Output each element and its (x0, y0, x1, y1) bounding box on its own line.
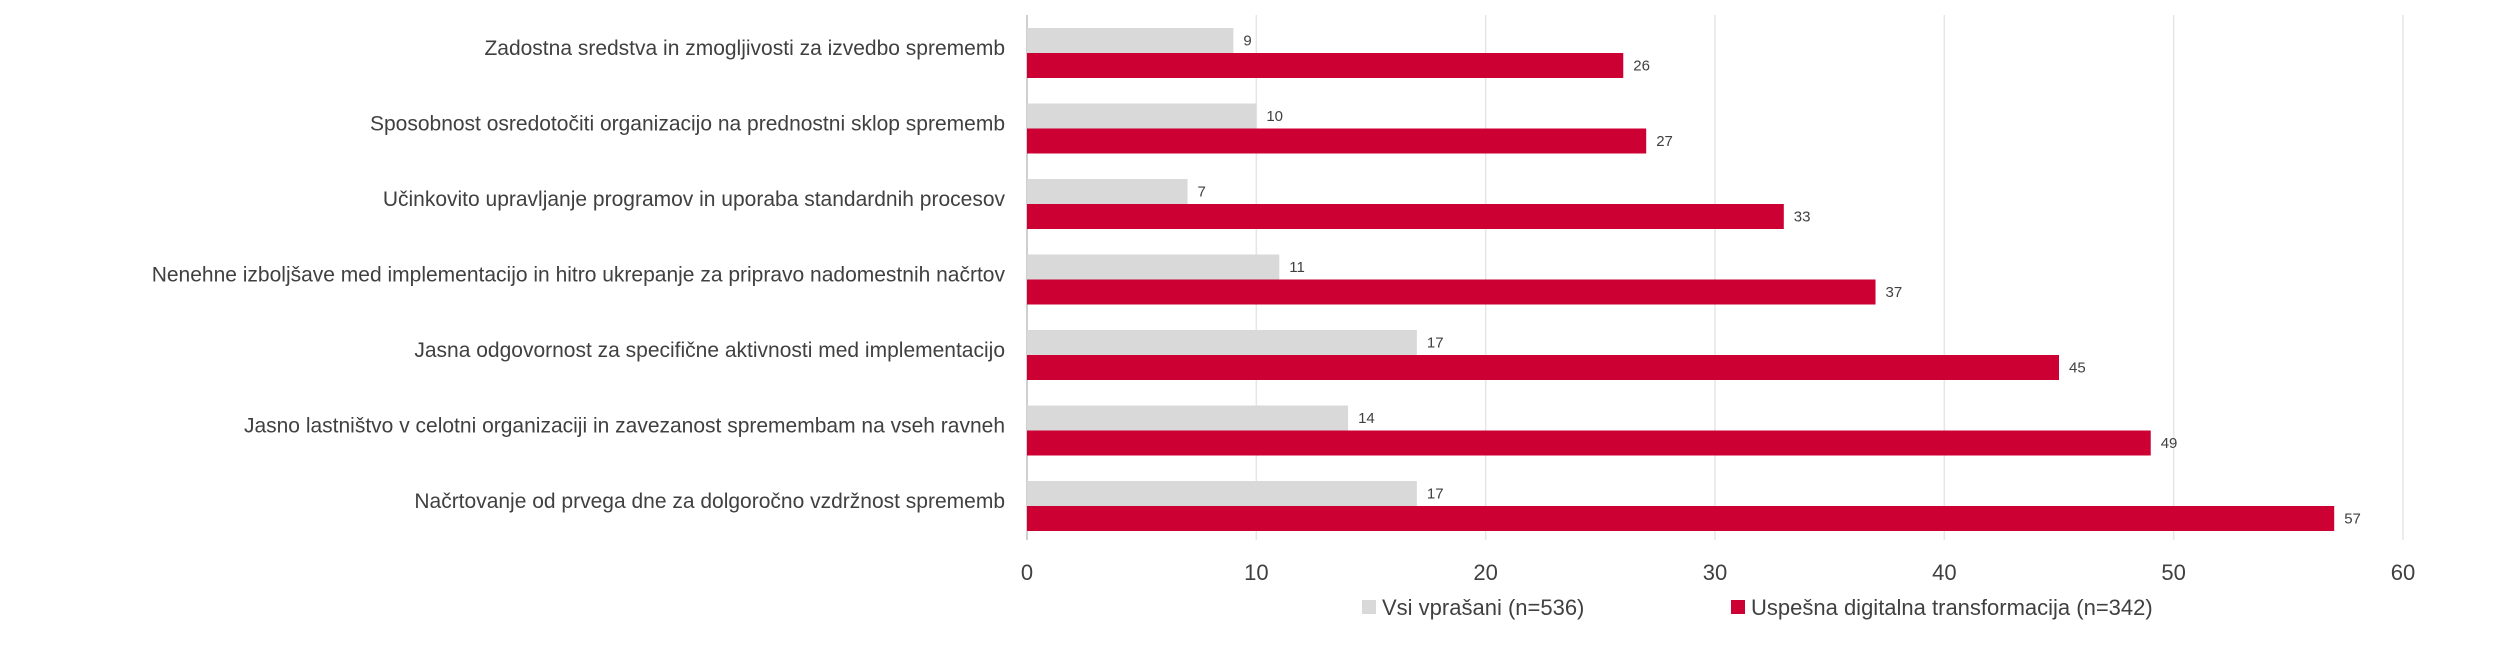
x-tick-label: 30 (1703, 560, 1727, 585)
category-label: Učinkovito upravljanje programov in upor… (383, 188, 1006, 211)
category-label: Jasno lastništvo v celotni organizaciji … (244, 415, 1005, 438)
data-label: 33 (1794, 209, 1811, 226)
data-label: 10 (1266, 108, 1283, 125)
data-label: 7 (1198, 184, 1206, 201)
bar-successful-transformation (1027, 204, 1784, 229)
bar-all-respondents (1027, 103, 1257, 129)
legend: Vsi vprašani (n=536) Uspešna digitalna tr… (1362, 595, 2153, 620)
bar-successful-transformation (1027, 53, 1624, 78)
data-label: 37 (1886, 284, 1903, 301)
bar-successful-transformation (1027, 506, 2335, 531)
x-tick-label: 20 (1473, 560, 1497, 585)
category-label: Načrtovanje od prvega dne za dolgoročno … (414, 490, 1005, 513)
x-tick-label: 0 (1021, 560, 1033, 585)
bar-all-respondents (1027, 254, 1280, 280)
bar-successful-transformation (1027, 128, 1647, 154)
legend-swatch (1731, 600, 1745, 614)
bars: 9 26 10 27 7 33 11 37 17 45 14 49 17 57 (1027, 28, 2361, 531)
category-label: Nenehne izboljšave med implementacijo in… (152, 264, 1006, 287)
data-label: 49 (2161, 435, 2178, 452)
legend-label: Uspešna digitalna transformacija (n=342) (1751, 595, 2153, 620)
data-label: 17 (1427, 335, 1444, 352)
legend-label: Vsi vprašani (n=536) (1382, 595, 1584, 620)
x-tick-label: 40 (1932, 560, 1956, 585)
bar-successful-transformation (1027, 279, 1876, 305)
bar-successful-transformation (1027, 355, 2059, 380)
bar-all-respondents (1027, 330, 1417, 355)
bar-all-respondents (1027, 179, 1188, 204)
legend-swatch (1362, 600, 1376, 614)
x-tick-label: 50 (2161, 560, 2185, 585)
category-label: Zadostna sredstva in zmogljivosti za izv… (484, 37, 1005, 60)
x-tick-label: 60 (2391, 560, 2415, 585)
grid (1026, 15, 2404, 540)
data-label: 45 (2069, 360, 2086, 377)
data-label: 11 (1289, 259, 1305, 276)
bar-all-respondents (1027, 481, 1417, 506)
bar-successful-transformation (1027, 430, 2151, 456)
data-label: 14 (1358, 410, 1375, 427)
data-label: 27 (1656, 133, 1673, 150)
bar-all-respondents (1027, 28, 1234, 53)
x-axis-ticks: 0 10 20 30 40 50 60 (1021, 560, 2415, 585)
data-label: 57 (2344, 511, 2361, 528)
data-label: 26 (1633, 58, 1650, 75)
category-labels: Zadostna sredstva in zmogljivosti za izv… (152, 37, 1006, 513)
category-label: Sposobnost osredotočiti organizacijo na … (370, 113, 1005, 136)
data-label: 17 (1427, 486, 1444, 503)
category-label: Jasna odgovornost za specifične aktivnos… (414, 339, 1005, 362)
x-tick-label: 10 (1244, 560, 1268, 585)
bar-all-respondents (1027, 405, 1349, 431)
data-label: 9 (1243, 33, 1251, 50)
